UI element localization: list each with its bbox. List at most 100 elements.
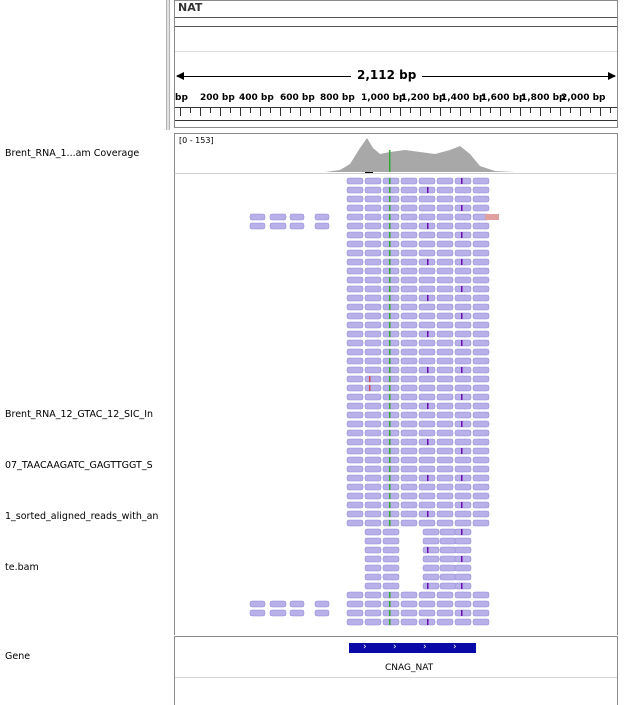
coverage-track[interactable]: [0 - 153] <box>174 133 618 174</box>
aligned-read <box>472 222 490 230</box>
aligned-read <box>364 537 382 545</box>
aligned-read <box>436 429 454 437</box>
aligned-read <box>454 618 472 626</box>
aligned-read <box>346 483 364 491</box>
aligned-read <box>382 618 400 626</box>
aligned-read <box>346 186 364 194</box>
aligned-read <box>436 285 454 293</box>
aligned-read <box>382 573 400 581</box>
mismatch-mark <box>389 394 391 400</box>
mismatch-mark <box>389 214 391 220</box>
aligned-read <box>418 447 436 455</box>
aligned-read <box>382 420 400 428</box>
aligned-read <box>269 600 287 608</box>
aligned-read <box>418 393 436 401</box>
ruler-tick <box>590 108 591 113</box>
mismatch-mark <box>389 484 391 490</box>
aligned-read <box>418 384 436 392</box>
aligned-read <box>400 240 418 248</box>
aligned-read <box>400 591 418 599</box>
aligned-read <box>382 249 400 257</box>
aligned-read <box>400 474 418 482</box>
aligned-read <box>422 528 440 536</box>
ruler-tick <box>370 108 371 113</box>
aligned-read <box>364 420 382 428</box>
aligned-read <box>454 402 472 410</box>
insertion-mark <box>427 619 429 625</box>
aligned-read <box>364 366 382 374</box>
gene-track-separator <box>175 677 617 678</box>
aligned-read <box>400 465 418 473</box>
gene-track-name[interactable]: Gene <box>5 651 31 662</box>
chromosome-box[interactable]: NAT <box>175 1 617 18</box>
coverage-area <box>255 138 515 172</box>
insertion-mark <box>427 475 429 481</box>
aligned-read <box>472 312 490 320</box>
aligned-read <box>382 492 400 500</box>
aligned-read <box>454 240 472 248</box>
strand-chevron-icon: › <box>423 642 427 652</box>
aligned-read <box>364 375 382 383</box>
aligned-read <box>454 231 472 239</box>
aligned-read <box>346 366 364 374</box>
ruler-ticks[interactable] <box>175 107 617 121</box>
aligned-read <box>436 447 454 455</box>
aligned-read <box>400 366 418 374</box>
aligned-read <box>454 348 472 356</box>
aligned-read <box>346 393 364 401</box>
aligned-read <box>436 204 454 212</box>
aligned-read <box>346 591 364 599</box>
aligned-read <box>418 483 436 491</box>
aligned-read <box>472 483 490 491</box>
aligned-read <box>422 546 440 554</box>
aligned-read <box>400 375 418 383</box>
mismatch-mark <box>389 520 391 526</box>
ruler-tick <box>390 108 391 113</box>
track-name-panel: Brent_RNA_1...am Coverage Brent_RNA_12_G… <box>0 0 166 705</box>
gene-track[interactable]: › › › › CNAG_NAT <box>174 636 618 705</box>
aligned-read <box>400 384 418 392</box>
aligned-read <box>472 303 490 311</box>
aligned-read <box>346 321 364 329</box>
aligned-read <box>454 501 472 509</box>
mismatch-mark <box>389 178 391 184</box>
chromosome-ideogram[interactable] <box>175 18 617 27</box>
aligned-read <box>364 222 382 230</box>
aligned-read <box>364 321 382 329</box>
aligned-read <box>472 510 490 518</box>
aligned-read <box>436 618 454 626</box>
ruler-tick <box>530 108 531 113</box>
alignment-track-name[interactable]: Brent_RNA_12_GTAC_12_SIC_In 07_TAACAAGAT… <box>5 372 158 610</box>
ruler-tick-label: 600 bp <box>280 93 315 103</box>
alignment-track[interactable] <box>174 173 618 635</box>
insertion-mark <box>461 205 463 211</box>
insertion-mark <box>461 313 463 319</box>
gene-feature[interactable]: › › › › <box>349 642 476 653</box>
mismatch-mark <box>369 385 371 391</box>
aligned-read <box>364 384 382 392</box>
ruler-tick-label: 200 bp <box>200 93 235 103</box>
aligned-read <box>418 204 436 212</box>
aligned-read <box>454 285 472 293</box>
panel-divider[interactable] <box>166 0 170 130</box>
strand-chevron-icon: › <box>453 642 457 652</box>
ruler-tick-label: 1,200 bp <box>401 93 446 103</box>
aligned-read <box>382 267 400 275</box>
aligned-read <box>472 177 490 185</box>
coverage-histogram <box>255 138 515 174</box>
aligned-read <box>436 276 454 284</box>
aligned-read <box>436 357 454 365</box>
mismatch-mark <box>389 592 391 598</box>
aligned-read <box>346 312 364 320</box>
mismatch-mark <box>389 313 391 319</box>
ruler-tick <box>240 108 241 116</box>
aligned-read <box>364 546 382 554</box>
aligned-read <box>289 609 305 617</box>
coverage-track-name[interactable]: Brent_RNA_1...am Coverage <box>5 148 140 159</box>
aligned-read <box>364 240 382 248</box>
aligned-read <box>364 519 382 527</box>
aligned-read <box>436 510 454 518</box>
aligned-read <box>382 456 400 464</box>
mismatch-mark <box>389 358 391 364</box>
aligned-read <box>418 285 436 293</box>
